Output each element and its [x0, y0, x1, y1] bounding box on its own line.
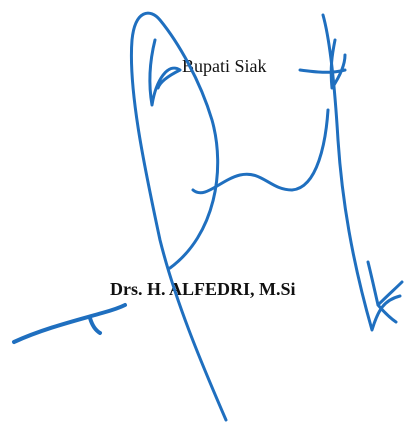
signature-stroke [321, 13, 402, 332]
signature-stroke [366, 260, 404, 324]
signature-stroke [298, 38, 347, 90]
signature-stroke [148, 38, 182, 107]
official-name: Drs. H. ALFEDRI, M.Si [110, 279, 296, 299]
signature-stroke [191, 108, 330, 195]
signature-stroke [12, 303, 127, 344]
official-title: Bupati Siak [182, 56, 267, 76]
